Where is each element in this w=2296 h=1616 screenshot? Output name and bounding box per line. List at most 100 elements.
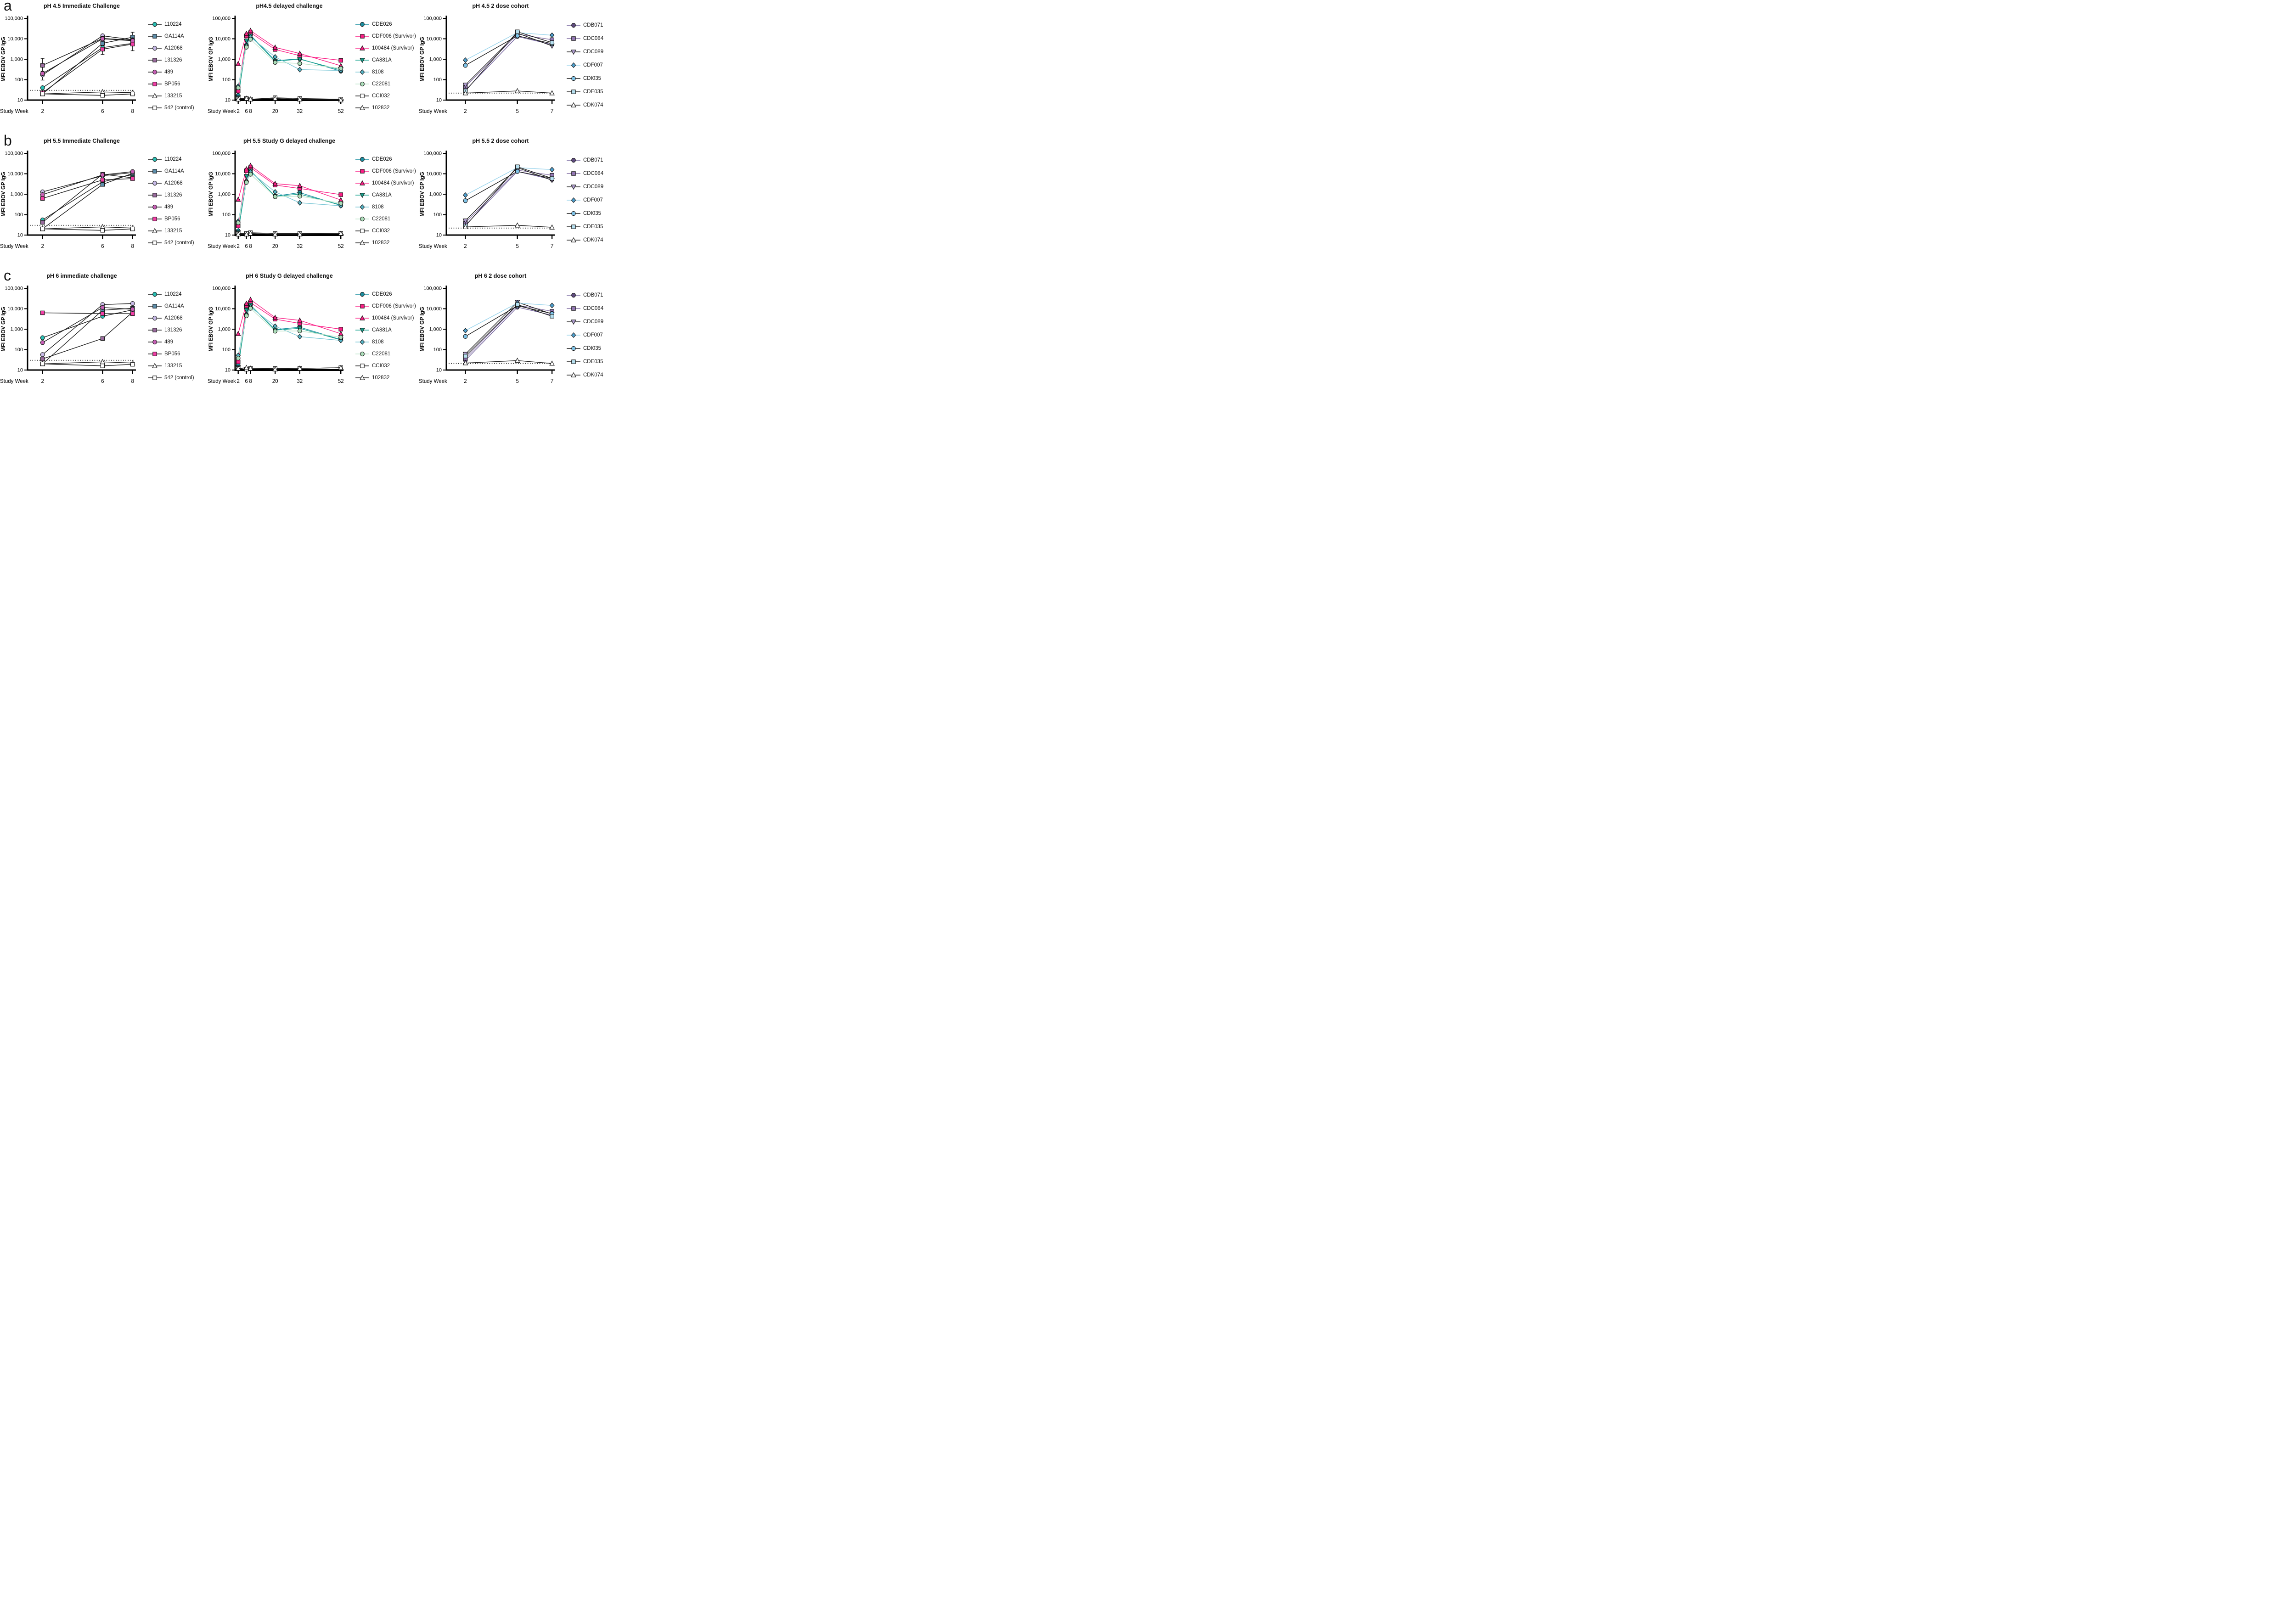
marker-CDI035 bbox=[463, 198, 468, 203]
legend-marker bbox=[571, 319, 576, 325]
chart-plot-b3: 10 100 1,000 10,000 100,000 2 5 7 Study Week MFI … bbox=[419, 151, 555, 249]
legend-item-cdi035: CDI035 bbox=[566, 72, 603, 85]
marker-CDK074 bbox=[462, 224, 468, 230]
legend-label: CDE026 bbox=[372, 157, 392, 162]
legend-marker-icon bbox=[567, 89, 580, 94]
legend-item-ga114a: GA114A bbox=[147, 165, 194, 177]
legend-marker-icon bbox=[148, 315, 162, 321]
week-label: 20 bbox=[272, 244, 278, 249]
series-line bbox=[42, 363, 133, 366]
legend-marker-icon bbox=[567, 359, 580, 364]
legend-item-bp056: BP056 bbox=[147, 213, 194, 225]
marker-100484 (Survivor) bbox=[235, 61, 241, 66]
marker-CDI035 bbox=[463, 334, 468, 339]
y-tick-label: 10,000 bbox=[7, 306, 23, 312]
legend-marker bbox=[360, 304, 365, 309]
legend-marker bbox=[571, 22, 576, 28]
week-label: 6 bbox=[101, 379, 104, 384]
legend-label: CDK074 bbox=[583, 372, 603, 378]
legend-item-cdf007: CDF007 bbox=[566, 328, 603, 342]
marker-BP056 bbox=[130, 176, 135, 181]
legend-item-8108: 8108 bbox=[355, 336, 416, 348]
legend-item-a12068: A12068 bbox=[147, 312, 194, 324]
legend-item-133215: 133215 bbox=[147, 360, 194, 372]
legend-marker bbox=[571, 62, 576, 68]
series-line bbox=[238, 30, 341, 66]
legend-marker bbox=[571, 184, 576, 190]
marker-100484 (Survivor) bbox=[243, 300, 249, 306]
legend-item-cdc084: CDC084 bbox=[566, 302, 603, 315]
y-tick-label: 100,000 bbox=[212, 16, 231, 22]
marker-CA881A bbox=[297, 57, 303, 62]
y-tick-label: 10 bbox=[225, 98, 231, 103]
legend-label: GA114A bbox=[164, 303, 184, 309]
week-label: 6 bbox=[101, 244, 104, 249]
legend-marker-icon bbox=[567, 306, 580, 311]
chart-plot-a1: 10 100 1,000 10,000 100,000 2 6 8 Study Week MFI … bbox=[0, 16, 136, 114]
y-tick-label: 100,000 bbox=[5, 286, 23, 292]
legend-item-542-control-: 542 (control) bbox=[147, 237, 194, 249]
marker-CDC089 bbox=[462, 83, 468, 88]
legend-item-110224: 110224 bbox=[147, 288, 194, 300]
legend-marker bbox=[152, 106, 157, 110]
series-line bbox=[238, 32, 341, 91]
chart-title: pH 6 Study G delayed challenge bbox=[246, 273, 333, 279]
legend-item-110224: 110224 bbox=[147, 153, 194, 165]
legend-marker-icon bbox=[355, 58, 369, 63]
marker-CDK074 bbox=[462, 360, 468, 365]
legend-label: 110224 bbox=[164, 292, 182, 297]
legend-marker-icon bbox=[567, 76, 580, 81]
y-tick-label: 100,000 bbox=[423, 286, 442, 292]
legend-item-cdf006-survivor-: CDF006 (Survivor) bbox=[355, 165, 416, 177]
legend-marker bbox=[152, 193, 157, 197]
legend-marker-icon bbox=[355, 22, 369, 27]
legend-label: 489 bbox=[164, 69, 174, 75]
panel-a3: pH 4.5 2 dose cohort 10 100 1,000 10,000 100… bbox=[419, 0, 622, 135]
legend-item-cdb071: CDB071 bbox=[566, 18, 603, 32]
marker-C22081 bbox=[297, 328, 302, 333]
panel-b3: pH 5.5 2 dose cohort 10 100 1,000 10,000 100… bbox=[419, 135, 622, 270]
y-axis-label: MFI EBOV GP IgG bbox=[208, 307, 214, 352]
legend-item-cci032: CCI032 bbox=[355, 90, 416, 102]
y-axis-label: MFI EBOV GP IgG bbox=[420, 307, 425, 352]
legend-a2: CDE026 CDF006 (Survivor) 100484 (Survivor)… bbox=[355, 18, 416, 125]
legend-item-cdk074: CDK074 bbox=[566, 368, 603, 382]
week-label: 7 bbox=[551, 379, 553, 384]
marker-8108 bbox=[297, 334, 303, 340]
marker-100484 (Survivor) bbox=[248, 163, 253, 168]
legend-marker-icon bbox=[148, 339, 162, 345]
legend-item-cdc084: CDC084 bbox=[566, 167, 603, 180]
legend-item-ca881a: CA881A bbox=[355, 189, 416, 201]
series-line bbox=[238, 36, 341, 86]
week-label: 52 bbox=[338, 379, 344, 384]
y-tick-label: 10,000 bbox=[426, 36, 442, 42]
marker-CA881A bbox=[243, 174, 249, 180]
legend-marker-icon bbox=[355, 94, 369, 98]
legend-item-a12068: A12068 bbox=[147, 177, 194, 189]
x-axis-label: Study Week bbox=[419, 244, 447, 249]
legend-item-cde035: CDE035 bbox=[566, 355, 603, 368]
marker-GA114A bbox=[100, 41, 105, 46]
y-axis-label: MFI EBOV GP IgG bbox=[420, 172, 425, 217]
series-line bbox=[465, 360, 552, 364]
legend-item-cdk074: CDK074 bbox=[566, 233, 603, 247]
week-label: 6 bbox=[245, 244, 248, 249]
y-axis-label: MFI EBOV GP IgG bbox=[208, 37, 214, 82]
marker-C22081 bbox=[338, 66, 343, 71]
legend-item-100484-survivor-: 100484 (Survivor) bbox=[355, 177, 416, 189]
week-label: 20 bbox=[272, 379, 278, 384]
y-tick-label: 1,000 bbox=[10, 57, 23, 62]
legend-marker bbox=[152, 34, 157, 39]
legend-label: 8108 bbox=[372, 204, 384, 210]
week-label: 6 bbox=[245, 109, 248, 114]
y-tick-label: 1,000 bbox=[218, 57, 231, 62]
series-line bbox=[238, 170, 341, 233]
legend-label: CDC084 bbox=[583, 170, 604, 176]
week-label: 6 bbox=[101, 109, 104, 114]
marker-102832 bbox=[338, 365, 344, 370]
marker-CDE035 bbox=[463, 354, 468, 359]
marker-CDF006 (Survivor) bbox=[338, 58, 343, 63]
y-axis-label: MFI EBOV GP IgG bbox=[1, 172, 6, 217]
legend-item-131326: 131326 bbox=[147, 54, 194, 66]
legend-label: A12068 bbox=[164, 180, 183, 186]
